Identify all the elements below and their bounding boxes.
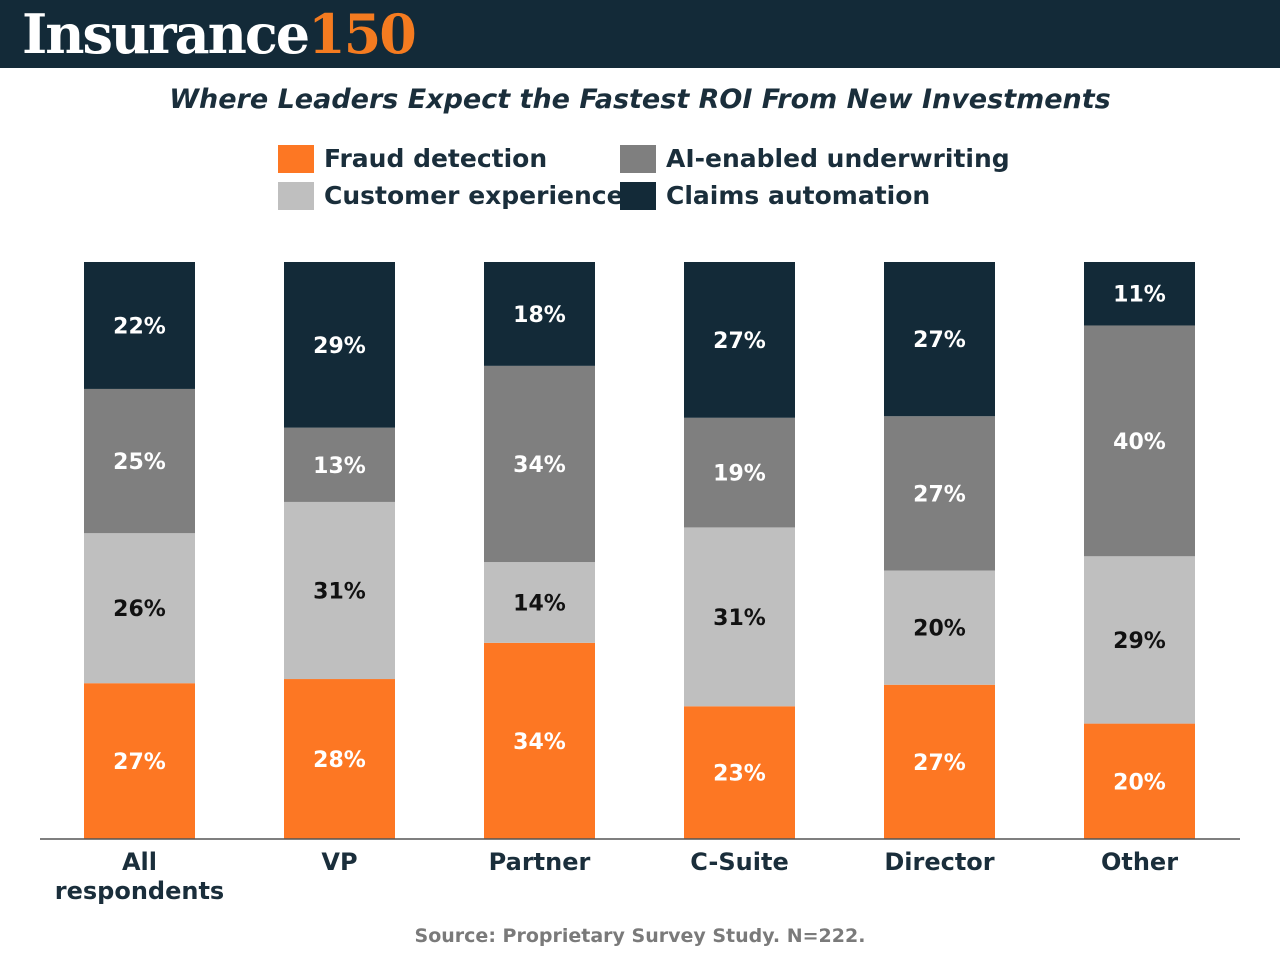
data-label: 29% — [1113, 629, 1166, 654]
legend-label-ai: AI-enabled underwriting — [666, 144, 1010, 173]
data-label: 40% — [1113, 430, 1166, 455]
legend-swatch-ai — [620, 144, 656, 173]
data-label: 25% — [113, 450, 166, 475]
data-label: 18% — [513, 303, 566, 328]
bar-segment — [684, 527, 795, 707]
logo-word: Insurance — [22, 2, 310, 66]
bar-segment — [484, 262, 595, 366]
legend-swatch-fraud — [278, 144, 314, 173]
legend-claims-automation: Claims automation — [620, 181, 930, 210]
bar-segment — [84, 683, 195, 839]
bar-segment — [684, 417, 795, 528]
bar-segment — [884, 570, 995, 685]
data-label: 27% — [913, 482, 966, 507]
data-label: 11% — [1113, 283, 1166, 308]
legend-fraud-detection: Fraud detection — [278, 144, 547, 173]
bar-segment — [884, 262, 995, 417]
source-note: Source: Proprietary Survey Study. N=222. — [414, 925, 866, 947]
legend-ai-underwriting: AI-enabled underwriting — [620, 144, 1010, 173]
data-label: 20% — [913, 617, 966, 642]
bar-segment — [284, 679, 395, 839]
bar-segment — [84, 388, 195, 534]
data-label: 27% — [913, 751, 966, 776]
data-label: 28% — [313, 748, 366, 773]
data-label: 31% — [713, 606, 766, 631]
bar-segment — [1084, 325, 1195, 557]
legend-swatch-customer — [278, 181, 314, 210]
x-tick-label: All — [122, 848, 157, 876]
bar-segment — [684, 706, 795, 839]
bar-segment — [684, 262, 795, 418]
bar-segment — [1084, 262, 1195, 326]
data-label: 27% — [113, 750, 166, 775]
bar-segment — [1084, 556, 1195, 724]
x-tick-label: Director — [884, 848, 994, 876]
data-label: 22% — [113, 314, 166, 339]
legend-customer-experience: Customer experience — [278, 181, 624, 210]
legend-label-fraud: Fraud detection — [324, 144, 548, 173]
bar-segment — [484, 642, 595, 839]
bar-segment — [284, 262, 395, 428]
data-label: 19% — [713, 462, 766, 487]
header-bar: Insurance150 — [0, 0, 1280, 68]
legend-label-claims: Claims automation — [666, 181, 931, 210]
x-tick-label: respondents — [55, 877, 224, 905]
x-tick-label: Partner — [489, 848, 591, 876]
bar-segment — [884, 416, 995, 571]
data-label: 14% — [513, 591, 566, 616]
x-tick-label: Other — [1101, 848, 1178, 876]
bar-segment — [84, 533, 195, 684]
bar-segment — [484, 365, 595, 563]
legend-label-customer: Customer experience — [324, 181, 624, 210]
bar-segment — [284, 427, 395, 502]
x-tick-label: C-Suite — [690, 848, 788, 876]
bar-segment — [84, 262, 195, 389]
data-label: 23% — [713, 762, 766, 787]
data-label: 20% — [1113, 770, 1166, 795]
data-label: 27% — [913, 328, 966, 353]
legend-swatch-claims — [620, 181, 656, 210]
data-label: 26% — [113, 597, 166, 622]
bar-segment — [484, 562, 595, 643]
data-label: 29% — [313, 334, 366, 359]
data-label: 13% — [313, 454, 366, 479]
data-label: 34% — [513, 453, 566, 478]
bar-segment — [884, 684, 995, 839]
data-label: 34% — [513, 730, 566, 755]
logo-number: 150 — [308, 2, 417, 66]
data-label: 31% — [313, 579, 366, 604]
brand-logo: Insurance150 — [22, 2, 417, 66]
chart-title: Where Leaders Expect the Fastest ROI Fro… — [169, 84, 1111, 115]
bar-segment — [1084, 723, 1195, 839]
x-tick-label: VP — [321, 848, 357, 876]
data-label: 27% — [713, 329, 766, 354]
bar-segment — [284, 501, 395, 680]
